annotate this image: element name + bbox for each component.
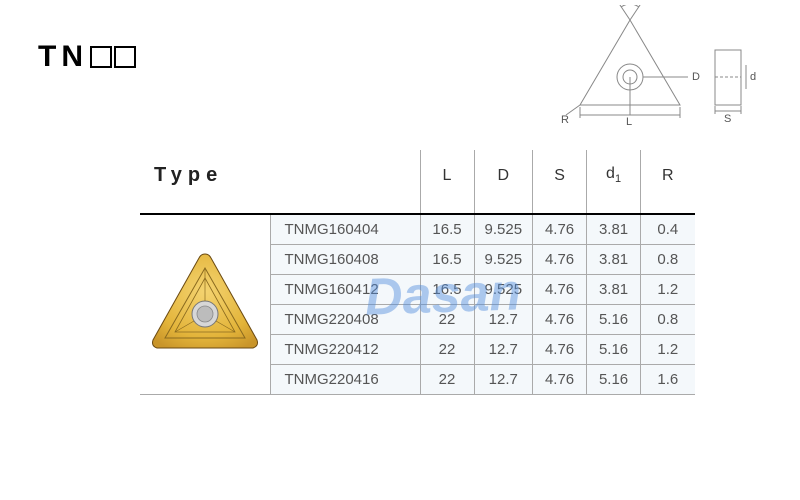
- col-header-type: Type: [140, 150, 420, 214]
- series-prefix: TN: [38, 40, 88, 73]
- cell-r: 0.4: [641, 214, 695, 245]
- col-header-d: D: [474, 150, 533, 214]
- cell-d: 9.525: [474, 275, 533, 305]
- cell-l: 22: [420, 365, 474, 395]
- cell-type: TNMG220416: [270, 365, 420, 395]
- col-header-s: S: [533, 150, 587, 214]
- cell-d1: 5.16: [587, 305, 641, 335]
- insert-icon-cell: [140, 214, 270, 395]
- table-body: TNMG160404 16.5 9.525 4.76 3.81 0.4 TNMG…: [140, 214, 695, 395]
- cell-d: 12.7: [474, 365, 533, 395]
- cell-r: 0.8: [641, 245, 695, 275]
- cell-s: 4.76: [533, 214, 587, 245]
- cell-l: 16.5: [420, 245, 474, 275]
- dim-label-d-upper: D: [692, 71, 700, 83]
- cell-l: 16.5: [420, 214, 474, 245]
- dim-label-l: L: [626, 116, 632, 125]
- dim-label-s: S: [724, 113, 731, 125]
- cell-s: 4.76: [533, 365, 587, 395]
- dim-label-dhole: d: [750, 71, 756, 83]
- cell-r: 1.2: [641, 275, 695, 305]
- cell-r: 1.2: [641, 335, 695, 365]
- placeholder-box: [114, 46, 136, 68]
- cell-s: 4.76: [533, 245, 587, 275]
- cell-l: 22: [420, 335, 474, 365]
- cell-d: 12.7: [474, 305, 533, 335]
- col-header-r: R: [641, 150, 695, 214]
- table-header-row: Type L D S d1 R: [140, 150, 695, 214]
- dim-label-r: R: [561, 114, 569, 125]
- cell-s: 4.76: [533, 305, 587, 335]
- cell-d: 9.525: [474, 214, 533, 245]
- col-header-d1: d1: [587, 150, 641, 214]
- cell-type: TNMG160404: [270, 214, 420, 245]
- cell-d1: 3.81: [587, 275, 641, 305]
- placeholder-box: [90, 46, 112, 68]
- cell-r: 1.6: [641, 365, 695, 395]
- insert-icon: [145, 248, 265, 358]
- spec-table-container: Type L D S d1 R: [140, 150, 695, 395]
- spec-table: Type L D S d1 R: [140, 150, 695, 395]
- cell-s: 4.76: [533, 275, 587, 305]
- cell-d1: 3.81: [587, 245, 641, 275]
- cell-d1: 5.16: [587, 365, 641, 395]
- table-row: TNMG160404 16.5 9.525 4.76 3.81 0.4: [140, 214, 695, 245]
- cell-r: 0.8: [641, 305, 695, 335]
- cell-d: 9.525: [474, 245, 533, 275]
- cell-type: TNMG160412: [270, 275, 420, 305]
- cell-d: 12.7: [474, 335, 533, 365]
- drawing-svg: 60° D R L d S: [560, 5, 770, 125]
- cell-d1: 5.16: [587, 335, 641, 365]
- col-header-l: L: [420, 150, 474, 214]
- cell-type: TNMG160408: [270, 245, 420, 275]
- cell-type: TNMG220408: [270, 305, 420, 335]
- cell-l: 16.5: [420, 275, 474, 305]
- cell-type: TNMG220412: [270, 335, 420, 365]
- cell-l: 22: [420, 305, 474, 335]
- cell-s: 4.76: [533, 335, 587, 365]
- cell-d1: 3.81: [587, 214, 641, 245]
- series-code-label: TN: [38, 40, 136, 74]
- technical-drawing: 60° D R L d S: [560, 5, 770, 130]
